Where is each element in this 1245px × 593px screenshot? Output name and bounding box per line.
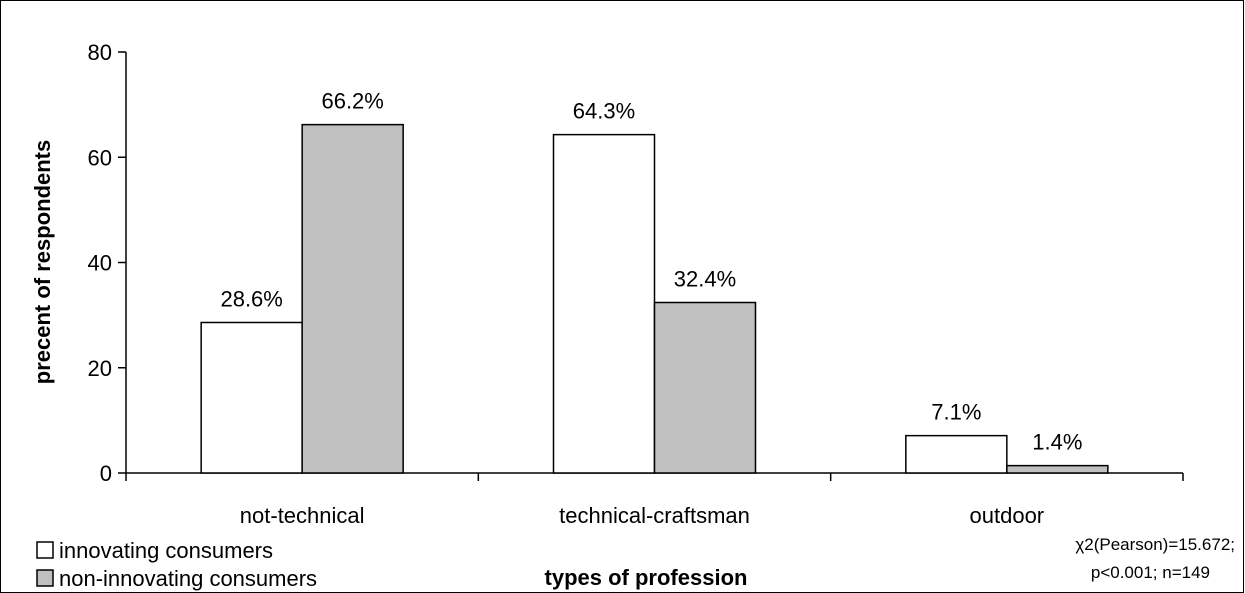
bar-innovating-consumers-outdoor [905, 434, 1008, 474]
y-tick-label-0: 0 [100, 461, 112, 486]
bar-innovating-consumers-not-technical [200, 321, 303, 474]
bar-innovating-consumers-technical-craftsman [552, 133, 656, 474]
stats-annotation: χ2(Pearson)=15.672; p<0.001; n=149 [1075, 535, 1235, 582]
stats-line-2: p<0.001; n=149 [1091, 563, 1210, 582]
x-axis-label: types of profession [545, 565, 748, 590]
category-label-not-technical: not-technical [240, 503, 365, 528]
data-label-non-innovating-consumers-not-technical: 66.2% [321, 89, 383, 114]
data-label-innovating-consumers-technical-craftsman: 64.3% [573, 99, 635, 124]
bar-non-innovating-consumers-not-technical [301, 123, 404, 474]
y-tick-label-60: 60 [88, 145, 112, 170]
data-label-non-innovating-consumers-technical-craftsman: 32.4% [674, 266, 736, 291]
data-label-non-innovating-consumers-outdoor: 1.4% [1032, 430, 1082, 455]
category-label-outdoor: outdoor [970, 503, 1045, 528]
category-label-technical-craftsman: technical-craftsman [559, 503, 750, 528]
bar-non-innovating-consumers-outdoor [1006, 464, 1109, 474]
legend: innovating consumers non-innovating cons… [36, 538, 317, 591]
stats-line-1: χ2(Pearson)=15.672; [1075, 535, 1235, 554]
y-tick-label-80: 80 [88, 40, 112, 65]
legend-label-non-innovating: non-innovating consumers [59, 566, 317, 591]
legend-swatch-innovating [36, 541, 54, 559]
y-tick-label-40: 40 [88, 251, 112, 276]
plot-area: 0 20 40 60 80 not-technical 28.6% 66.2% technica… [88, 40, 1184, 528]
data-label-innovating-consumers-outdoor: 7.1% [931, 400, 981, 425]
legend-swatch-non-innovating [36, 569, 54, 587]
y-tick-label-20: 20 [88, 356, 112, 381]
bar-non-innovating-consumers-technical-craftsman [653, 301, 757, 474]
legend-label-innovating: innovating consumers [59, 538, 273, 563]
y-axis-label: precent of respondents [30, 140, 55, 384]
data-label-innovating-consumers-not-technical: 28.6% [220, 286, 282, 311]
